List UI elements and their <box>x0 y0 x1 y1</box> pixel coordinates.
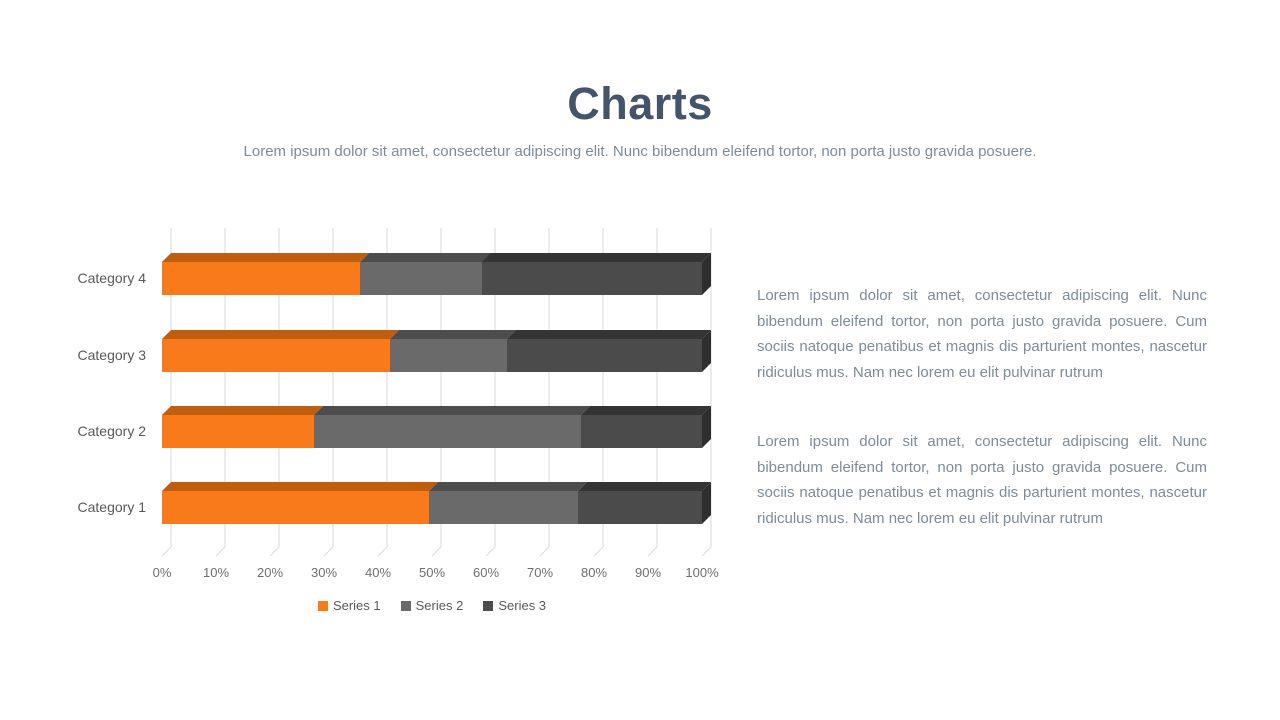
bar-segment-series-3 <box>580 406 711 448</box>
bar-segment-series-2 <box>389 329 516 372</box>
x-tick-label: 100% <box>685 565 719 580</box>
bar-segment-top-face <box>359 253 492 262</box>
bar-segment-top-face <box>580 406 711 415</box>
bar-end-cap <box>701 253 711 295</box>
legend-label: Series 3 <box>498 598 547 613</box>
bar-end-cap <box>701 329 711 372</box>
bar-segment-top-face <box>577 482 711 491</box>
category-label: Category 1 <box>77 499 146 515</box>
stacked-bar-chart: 0% 10% 20% 30% 40% 50% 60% 70% 80% 90% 100% Categor… <box>77 228 719 613</box>
bar-segment-top-face <box>506 329 711 339</box>
bar-segment-series-1 <box>162 406 323 448</box>
bar-segment-series-3 <box>482 253 711 295</box>
legend-color-swatch-icon <box>400 600 411 611</box>
bar-segment-top-face <box>313 406 590 415</box>
x-tick-label: 30% <box>310 565 338 580</box>
x-tick-label: 90% <box>634 565 662 580</box>
bar-end-cap <box>701 482 711 524</box>
bar-row-category-2 <box>162 406 711 448</box>
x-tick-label: 0% <box>152 565 172 580</box>
bar-segment-series-3 <box>577 482 711 524</box>
bar-row-category-3 <box>162 329 711 372</box>
legend-label: Series 1 <box>332 598 381 613</box>
bar-segment-series-2 <box>313 406 590 448</box>
bar-segment-top-face <box>389 329 516 339</box>
bar-segment-series-1 <box>162 253 369 295</box>
legend-item-series-2: Series 2 <box>400 598 464 613</box>
body-paragraph-1: Lorem ipsum dolor sit amet, consectetur … <box>757 287 1207 381</box>
bar-segment-series-1 <box>162 329 399 372</box>
legend-item-series-3: Series 3 <box>483 598 546 613</box>
x-tick-label: 60% <box>472 565 500 580</box>
legend-item-series-1: Series 1 <box>317 598 381 613</box>
bar-end-cap <box>701 406 711 448</box>
bar-segment-top-face <box>162 253 369 262</box>
body-text-block: Lorem ipsum dolor sit amet, consectetur … <box>757 283 1207 575</box>
bar-segment-top-face <box>482 253 711 262</box>
x-tick-label: 70% <box>526 565 554 580</box>
bar-row-category-1 <box>162 482 711 524</box>
bar-segment-series-2 <box>359 253 492 295</box>
category-label: Category 2 <box>77 423 146 439</box>
slide-title: Charts <box>567 78 713 129</box>
x-tick-label: 50% <box>418 565 446 580</box>
bar-segment-top-face <box>162 482 438 491</box>
legend-color-swatch-icon <box>483 600 494 611</box>
x-tick-label: 80% <box>580 565 608 580</box>
bar-segment-series-1 <box>162 482 438 524</box>
legend-label: Series 2 <box>415 598 464 613</box>
x-tick-label: 10% <box>202 565 230 580</box>
bar-segment-series-2 <box>428 482 587 524</box>
chart-legend: Series 1 Series 2 Series 3 <box>162 598 702 613</box>
bar-segment-top-face <box>162 329 399 339</box>
x-tick-label: 20% <box>256 565 284 580</box>
bar-row-category-4 <box>162 253 711 295</box>
body-paragraph-2: Lorem ipsum dolor sit amet, consectetur … <box>757 433 1207 527</box>
slide-subtitle: Lorem ipsum dolor sit amet, consectetur … <box>243 143 1037 160</box>
x-tick-label: 40% <box>364 565 392 580</box>
bar-segment-top-face <box>162 406 323 415</box>
bar-segment-series-3 <box>506 329 711 372</box>
category-label: Category 3 <box>77 346 146 363</box>
bar-segment-top-face <box>428 482 587 491</box>
legend-color-swatch-icon <box>317 600 328 611</box>
category-label: Category 4 <box>77 270 146 286</box>
